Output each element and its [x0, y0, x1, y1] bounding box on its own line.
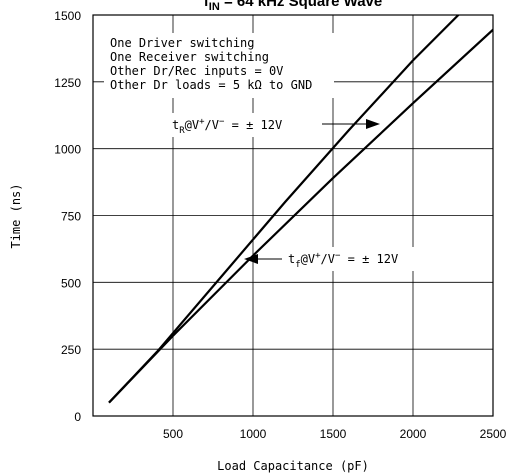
y-tick-label: 500	[61, 276, 81, 290]
chart-title: fIN = 64 kHz Square Wave	[204, 0, 382, 13]
series-line-tr	[108, 15, 460, 404]
arrow-tf	[244, 254, 282, 264]
condition-line: One Driver switching	[110, 36, 255, 50]
series-line-tf	[108, 28, 493, 404]
y-tick-label: 750	[61, 210, 81, 224]
x-tick-label: 2500	[480, 427, 507, 441]
series-layer	[108, 15, 493, 404]
conditions-box	[104, 33, 334, 98]
y-tick-label: 250	[61, 343, 81, 357]
condition-line: Other Dr loads = 5 kΩ to GND	[110, 78, 312, 92]
y-axis: 0 250 500 750 1000 1250 1500	[54, 9, 81, 424]
y-tick-label: 1250	[54, 76, 81, 90]
arrow-tr	[322, 119, 380, 129]
series-label-tr: tR@V+/V− = ± 12V	[172, 117, 282, 136]
y-tick-label: 0	[74, 410, 81, 424]
x-tick-label: 1500	[320, 427, 347, 441]
x-axis: 500 1000 1500 2000 2500	[163, 427, 507, 441]
x-axis-label: Load Capacitance (pF)	[217, 459, 369, 473]
conditions-text: One Driver switching One Receiver switch…	[110, 36, 312, 92]
x-tick-label: 1000	[240, 427, 267, 441]
y-tick-label: 1000	[54, 143, 81, 157]
x-tick-label: 500	[163, 427, 183, 441]
y-axis-label: Time (ns)	[9, 183, 23, 248]
condition-line: One Receiver switching	[110, 50, 269, 64]
series-label-bg	[168, 113, 318, 137]
y-tick-label: 1500	[54, 9, 81, 23]
plot-frame	[92, 14, 494, 417]
x-tick-label: 2000	[400, 427, 427, 441]
condition-line: Other Dr/Rec inputs = 0V	[110, 64, 283, 78]
series-label-tf: tf@V+/V− = ± 12V	[288, 251, 398, 270]
series-label-bg	[284, 247, 434, 271]
